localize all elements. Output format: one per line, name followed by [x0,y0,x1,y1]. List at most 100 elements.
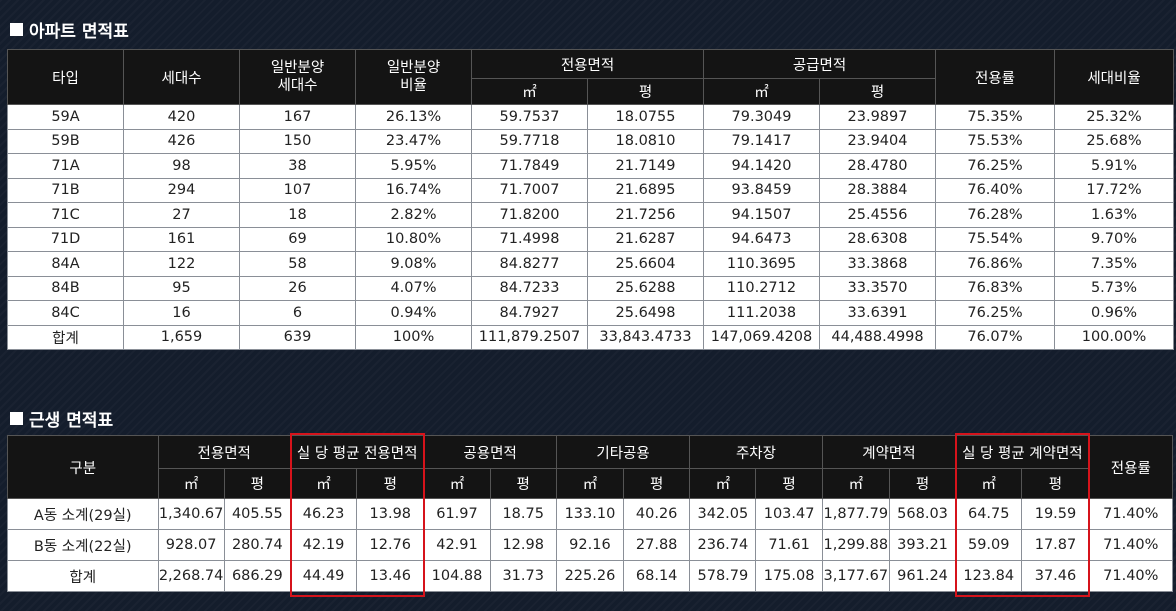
table-row: 71A 98 38 5.95% 71.7849 21.7149 94.1420 28.4780… [7,153,1174,179]
table-cell: 103.47 [755,498,823,530]
table-cell: 426 [123,128,240,154]
col-exclusive-area: 전용면적 [471,49,704,79]
table-cell: 92.16 [555,529,625,561]
table-row: 59B 426 150 23.47% 59.7718 18.0810 79.1417 23.9… [7,128,1174,154]
table-cell: 25.6498 [587,300,704,326]
table-cell: 10.80% [355,226,472,252]
table-cell: 95 [123,275,240,301]
col-sqm: ㎡ [289,468,358,499]
col-pyeong: 평 [888,468,957,499]
table-cell: 33.3868 [819,251,936,277]
table-cell: 21.7256 [587,202,704,228]
table-row: 71C 27 18 2.82% 71.8200 21.7256 94.1507 25.4556… [7,202,1174,228]
retail-title-text: 근생 면적표 [29,410,114,431]
table-cell: 25.4556 [819,202,936,228]
table-cell: 71.7849 [471,153,588,179]
table-cell: 3,177.67 [821,560,890,592]
col-other-common: 기타공용 [555,435,691,469]
table-cell: 147,069.4208 [703,324,820,350]
col-parking: 주차장 [689,435,823,469]
table-row: 84B 95 26 4.07% 84.7233 25.6288 110.2712 33.357… [7,275,1174,301]
table-cell: 79.3049 [703,104,820,130]
col-sqm: ㎡ [471,78,588,105]
table-cell: 44.49 [289,560,358,592]
table-cell: 6 [239,300,356,326]
table-cell: 26.13% [355,104,472,130]
table-cell: 79.1417 [703,128,820,154]
table-cell: 1,659 [123,324,240,350]
col-households: 세대수 [123,49,240,105]
table-cell: 25.68% [1054,128,1174,154]
col-exclusive-area: 전용면적 [157,435,291,469]
row-label: A동 소계(29실) [7,498,159,530]
table-cell: 639 [239,324,356,350]
table-cell: 59B [7,128,124,154]
retail-section-title: 근생 면적표 [10,405,113,431]
table-cell: 71A [7,153,124,179]
col-pyeong: 평 [623,468,691,499]
table-cell: 76.83% [935,275,1055,301]
col-exclusive-rate: 전용률 [1088,435,1174,499]
table-cell: 16 [123,300,240,326]
square-bullet-icon [10,22,23,36]
table-cell: 71D [7,226,124,252]
table-cell: 21.6287 [587,226,704,252]
table-cell: 568.03 [888,498,957,530]
col-exclusive-rate: 전용률 [935,49,1055,105]
table-cell: 71.40% [1088,560,1174,592]
table-cell: 12.98 [489,529,557,561]
table-cell: 0.94% [355,300,472,326]
col-pyeong: 평 [223,468,291,499]
table-cell: 37.46 [1021,560,1090,592]
col-supply-area: 공급면적 [703,49,936,79]
col-pyeong: 평 [587,78,704,105]
table-cell: 40.26 [623,498,691,530]
table-cell: 405.55 [223,498,291,530]
table-row: 84A 122 58 9.08% 84.8277 25.6604 110.3695 33.38… [7,251,1174,277]
table-cell: 46.23 [289,498,358,530]
table-cell: 94.1507 [703,202,820,228]
table-cell: 28.3884 [819,177,936,203]
table-cell: 123.84 [955,560,1023,592]
table-cell: 342.05 [689,498,757,530]
table-cell: 25.6604 [587,251,704,277]
row-label: B동 소계(22실) [7,529,159,561]
table-cell: 1.63% [1054,202,1174,228]
table-cell: 27.88 [623,529,691,561]
table-row: B동 소계(22실) 928.07 280.74 42.19 12.76 42.91 12.… [7,529,1174,561]
table-cell: 5.95% [355,153,472,179]
col-general-sale: 일반분양 세대수 [239,49,356,105]
apartment-area-table: 타입 세대수 일반분양 세대수 일반분양 비율 전용면적 공급면적 전용률 세대… [7,49,1174,350]
table-cell: 71.40% [1088,498,1174,530]
square-bullet-icon [10,411,23,425]
table-cell: 18.0810 [587,128,704,154]
table-cell: 23.9404 [819,128,936,154]
table-cell: 1,877.79 [821,498,890,530]
table-cell: 225.26 [555,560,625,592]
table-cell: 393.21 [888,529,957,561]
table-cell: 71.8200 [471,202,588,228]
table-cell: 25.6288 [587,275,704,301]
table-cell: 175.08 [755,560,823,592]
col-general-ratio: 일반분양 비율 [355,49,472,105]
table-cell: 18 [239,202,356,228]
retail-area-table: 구분 전용면적 실 당 평균 전용면적 공용면적 기타공용 주차장 계약면적 실… [7,435,1174,592]
table-cell: 58 [239,251,356,277]
col-type: 타입 [7,49,124,105]
table-cell: 17.72% [1054,177,1174,203]
table-cell: 1,299.88 [821,529,890,561]
table-cell: 합계 [7,324,124,350]
col-avg-contract-area: 실 당 평균 계약면적 [955,435,1090,469]
table-cell: 100.00% [1054,324,1174,350]
table-cell: 27 [123,202,240,228]
apt-title-text: 아파트 면적표 [29,21,129,42]
col-category: 구분 [7,435,159,499]
table-cell: 59A [7,104,124,130]
table-cell: 84C [7,300,124,326]
table-cell: 21.6895 [587,177,704,203]
table-cell: 4.07% [355,275,472,301]
table-cell: 13.46 [356,560,425,592]
table-cell: 23.9897 [819,104,936,130]
table-cell: 84.7927 [471,300,588,326]
table-row: 71B 294 107 16.74% 71.7007 21.6895 93.8459 28.3… [7,177,1174,203]
